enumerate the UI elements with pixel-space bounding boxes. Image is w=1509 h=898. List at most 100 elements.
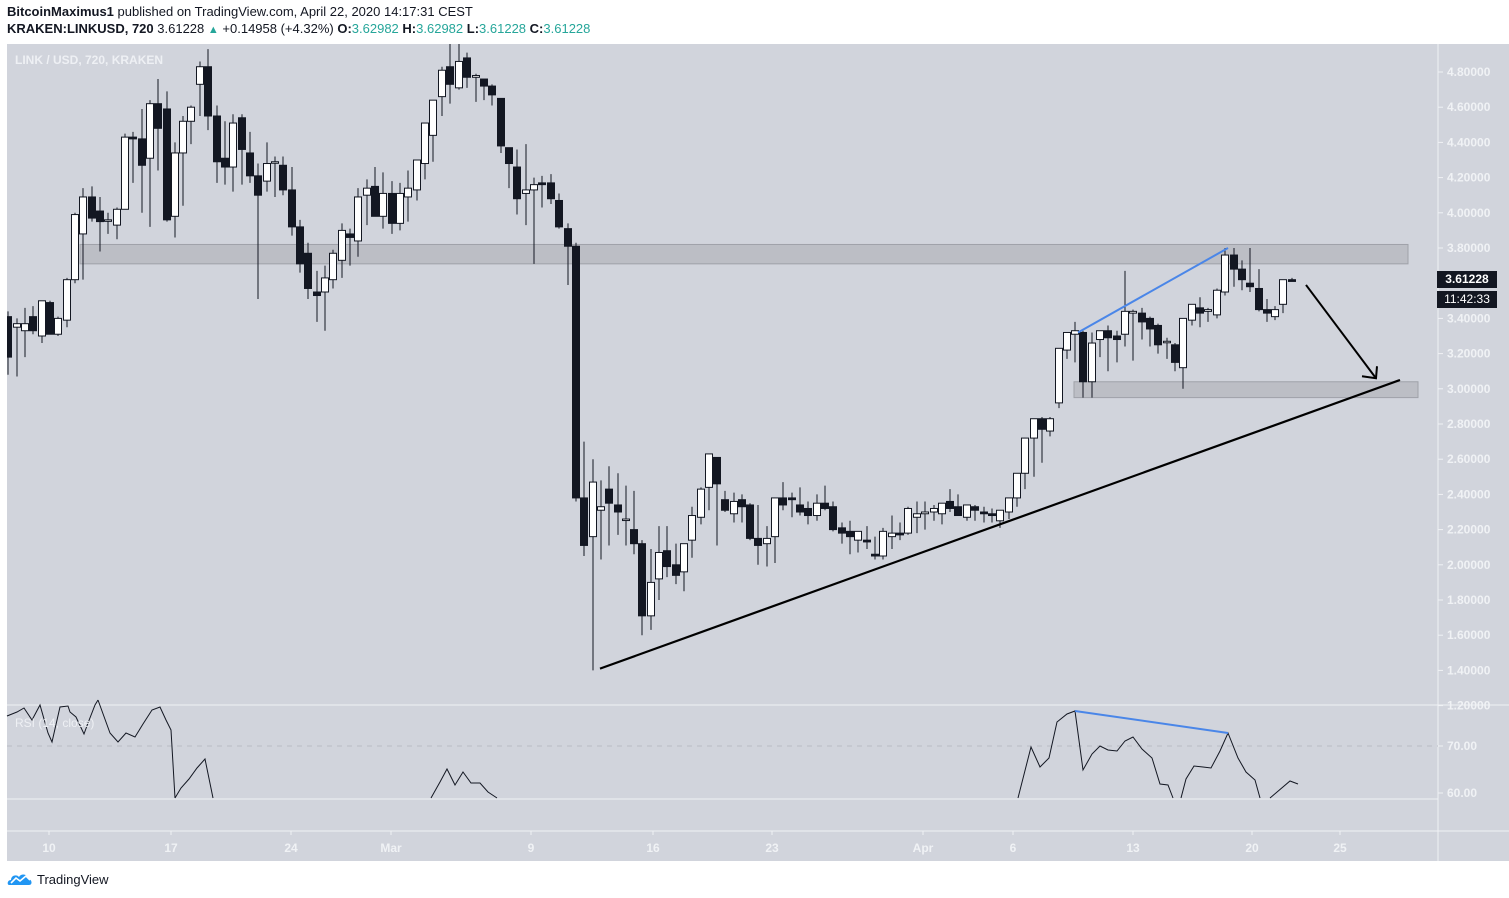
candle-body-down — [505, 147, 513, 165]
candle-body-up — [589, 481, 597, 538]
candle — [796, 487, 804, 516]
brand-text: TradingView — [37, 871, 109, 887]
candle — [1171, 343, 1179, 372]
candle-body-down — [163, 108, 171, 221]
candle-body-up — [655, 551, 663, 580]
candle — [605, 466, 613, 546]
rsi-line — [1017, 710, 1174, 799]
candle-body-up — [1021, 437, 1029, 474]
candle — [1063, 331, 1071, 359]
candle-body-up — [1279, 279, 1287, 305]
candle — [771, 497, 779, 564]
candle — [346, 228, 354, 266]
candle-body-down — [279, 164, 287, 191]
candle-body-down — [1146, 317, 1154, 330]
candle-body-up — [455, 60, 463, 89]
candle — [254, 163, 262, 300]
candle — [46, 300, 54, 335]
candle-body-down — [804, 507, 812, 517]
candle — [813, 494, 821, 521]
time-tick-label: 13 — [1126, 841, 1140, 855]
candle-body-up — [530, 184, 538, 191]
candle — [547, 174, 555, 204]
open-value: 3.62982 — [351, 21, 399, 36]
price-tick-label: 4.80000 — [1447, 65, 1491, 79]
support-zone — [1073, 381, 1419, 399]
candle — [663, 526, 671, 578]
footer-brand[interactable]: TradingView — [7, 871, 109, 887]
candle-body-down — [1104, 330, 1112, 339]
candle — [779, 482, 787, 511]
price-change: +0.14958 (+4.32%) — [222, 21, 334, 36]
candle-body-up — [179, 120, 187, 154]
candle — [154, 79, 162, 171]
candle — [580, 441, 588, 556]
candle — [1030, 418, 1038, 477]
publish-info: BitcoinMaximus1 published on TradingView… — [7, 4, 473, 19]
candle-body-up — [697, 488, 705, 518]
candle — [321, 265, 329, 331]
price-divergence-line — [1077, 247, 1229, 334]
candle-body-down — [154, 103, 162, 129]
candle-body-down — [779, 497, 787, 506]
candle-body-down — [555, 199, 563, 228]
candle-body-up — [1071, 330, 1079, 335]
candle-body-up — [38, 300, 46, 337]
candle — [522, 144, 530, 226]
candle-body-down — [829, 506, 837, 531]
pane-symbol-label: LINK / USD, 720, KRAKEN — [15, 53, 164, 67]
candle — [913, 501, 921, 534]
candle-body-down — [7, 316, 12, 358]
candle — [1188, 303, 1196, 326]
candle — [1238, 260, 1246, 291]
rsi-line — [6, 699, 99, 744]
candle — [555, 193, 563, 229]
countdown-tag: 11:42:33 — [1437, 291, 1497, 308]
candle-body-down — [605, 488, 613, 504]
candle — [1046, 416, 1054, 437]
candle — [846, 520, 854, 555]
candle — [672, 543, 680, 585]
candle — [113, 207, 121, 240]
candle-body-down — [88, 196, 96, 219]
candle-body-down — [713, 456, 721, 485]
candle — [7, 311, 12, 375]
resistance-zone — [79, 243, 1409, 265]
candle — [538, 175, 546, 208]
candle — [963, 504, 971, 521]
candle-body-up — [263, 163, 271, 182]
candle — [1204, 307, 1212, 322]
candle-body-up — [680, 543, 688, 573]
candle-body-down — [388, 192, 396, 224]
candle-body-up — [938, 502, 946, 515]
symbol-name: KRAKEN:LINKUSD, 720 — [7, 21, 154, 36]
last-price: 3.61228 — [157, 21, 205, 36]
candle — [438, 66, 446, 116]
candle-body-up — [688, 515, 696, 541]
candle — [614, 473, 622, 535]
candle-body-down — [971, 506, 979, 511]
candle — [1288, 277, 1296, 282]
time-tick-label: Apr — [913, 841, 934, 855]
candle — [271, 156, 279, 197]
candle-body-down — [254, 175, 262, 196]
candle — [104, 212, 112, 234]
drawings — [599, 247, 1401, 670]
candle — [196, 61, 204, 116]
candle-body-up — [1163, 340, 1171, 344]
candle — [354, 188, 362, 257]
candle-body-down — [630, 529, 638, 545]
up-triangle-icon: ▲ — [207, 24, 219, 36]
candle — [13, 318, 21, 377]
candle-body-down — [296, 226, 304, 265]
candle-body-up — [171, 152, 179, 217]
candle — [564, 223, 572, 285]
candle-body-up — [1046, 418, 1054, 432]
candle — [788, 492, 796, 518]
candle — [921, 501, 929, 530]
candle — [1154, 323, 1162, 354]
tradingview-logo-icon — [7, 874, 32, 885]
candle — [572, 242, 580, 502]
candle — [213, 105, 221, 183]
